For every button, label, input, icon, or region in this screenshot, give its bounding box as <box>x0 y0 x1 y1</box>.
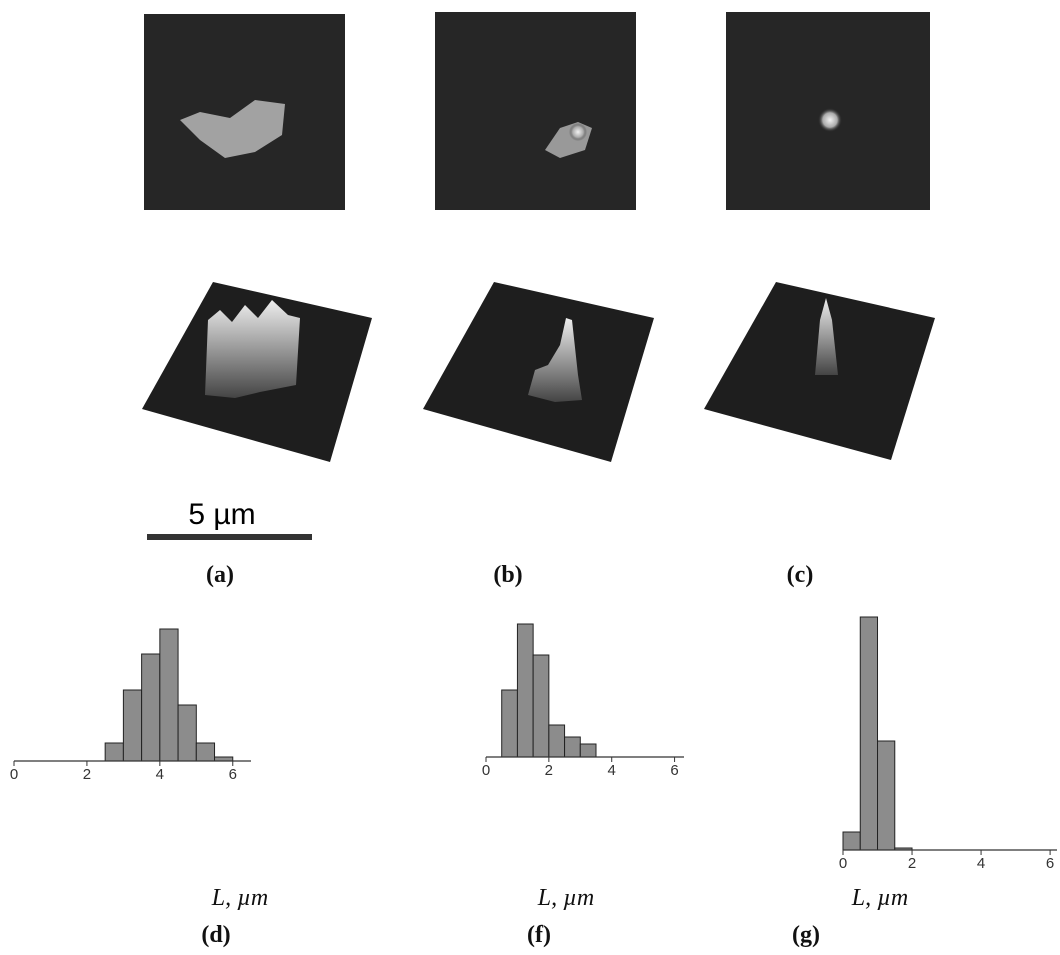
surface-c <box>704 282 935 460</box>
panel-label: (c) <box>787 562 814 588</box>
bar <box>516 623 534 758</box>
x-tick-label: 6 <box>229 766 237 783</box>
panel-label: (f) <box>527 922 551 948</box>
panel-label: (b) <box>493 562 522 588</box>
x-axis-label: L, µm <box>537 885 595 911</box>
x-tick-label: 0 <box>10 766 18 783</box>
bar <box>501 689 518 758</box>
bar <box>122 689 143 762</box>
bar <box>842 831 861 851</box>
x-tick-label: 4 <box>156 766 164 783</box>
bar <box>141 653 161 762</box>
bar <box>177 704 197 762</box>
scale-bar <box>147 534 312 540</box>
panel-label: (a) <box>206 562 234 588</box>
bar <box>159 628 179 762</box>
x-tick-label: 4 <box>608 762 616 779</box>
x-tick-label: 6 <box>670 762 678 779</box>
bar <box>104 742 124 762</box>
image-b <box>435 12 636 210</box>
panel-label: (g) <box>792 922 820 948</box>
x-tick-label: 0 <box>839 855 847 872</box>
bar <box>564 736 581 758</box>
x-tick-label: 4 <box>977 855 985 872</box>
bar <box>877 740 896 851</box>
bar <box>532 654 550 758</box>
scale-bar-label: 5 µm <box>188 498 255 531</box>
x-axis-label: L, µm <box>851 885 909 911</box>
surface-b <box>423 282 654 462</box>
bar <box>579 743 597 758</box>
x-tick-label: 2 <box>83 766 91 783</box>
image-a <box>144 14 345 210</box>
bar <box>195 742 216 762</box>
panel-label: (d) <box>201 922 230 948</box>
surface-a <box>142 282 372 462</box>
x-tick-label: 2 <box>545 762 553 779</box>
bar <box>859 616 879 851</box>
bar <box>548 724 566 758</box>
x-tick-label: 2 <box>908 855 916 872</box>
x-tick-label: 0 <box>482 762 490 779</box>
x-axis-label: L, µm <box>211 885 269 911</box>
image-c <box>726 12 930 210</box>
x-tick-label: 6 <box>1046 855 1054 872</box>
